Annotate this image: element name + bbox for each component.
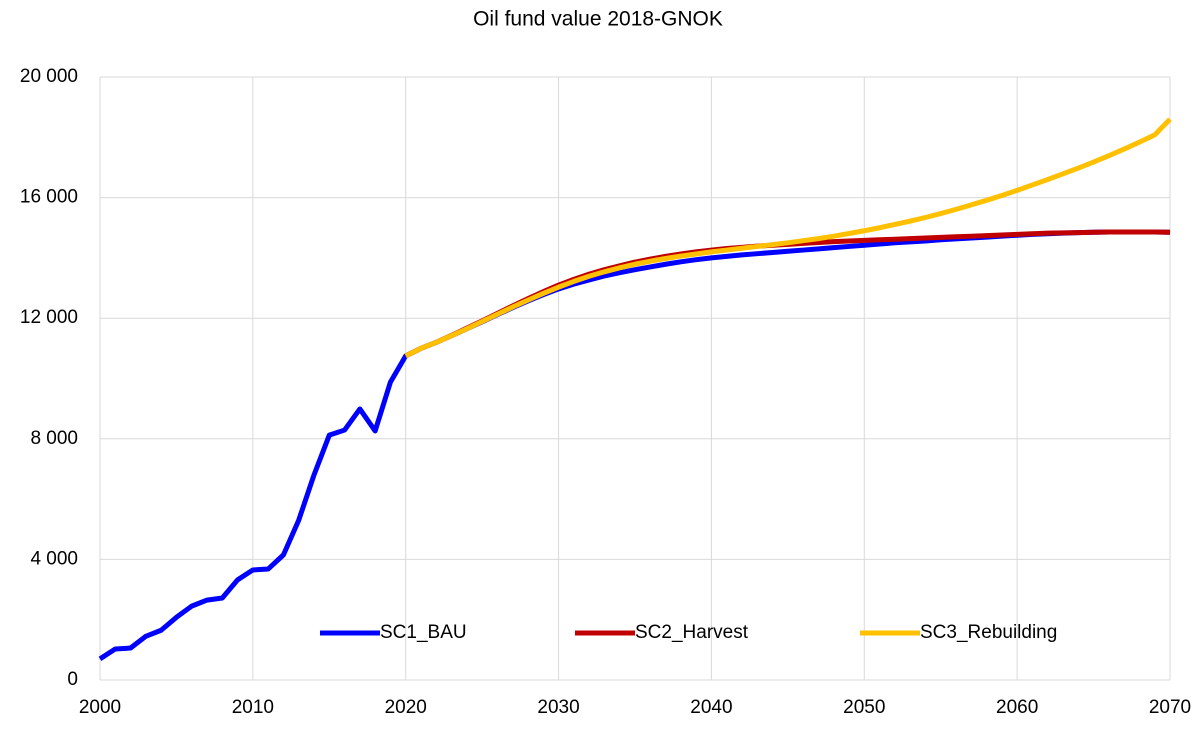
chart-title: Oil fund value 2018-GNOK bbox=[473, 8, 723, 31]
x-tick-label: 2000 bbox=[79, 697, 121, 718]
x-tick-label: 2030 bbox=[537, 697, 579, 718]
x-tick-label: 2050 bbox=[843, 697, 885, 718]
legend-label: SC3_Rebuilding bbox=[920, 622, 1057, 643]
x-tick-label: 2020 bbox=[385, 697, 427, 718]
y-tick-label: 16 000 bbox=[20, 187, 78, 208]
x-tick-label: 2010 bbox=[232, 697, 274, 718]
y-tick-label: 4 000 bbox=[30, 548, 78, 569]
y-tick-label: 20 000 bbox=[20, 66, 78, 87]
series-line bbox=[98, 229, 1171, 661]
legend-label: SC2_Harvest bbox=[635, 622, 749, 643]
x-tick-label: 2040 bbox=[690, 697, 732, 718]
legend-label: SC1_BAU bbox=[380, 622, 467, 643]
series-line bbox=[404, 117, 1172, 359]
y-tick-label: 0 bbox=[67, 669, 78, 690]
x-tick-label: 2060 bbox=[996, 697, 1038, 718]
y-tick-label: 12 000 bbox=[20, 307, 78, 328]
x-tick-label: 2070 bbox=[1149, 697, 1191, 718]
y-tick-label: 8 000 bbox=[30, 428, 78, 449]
